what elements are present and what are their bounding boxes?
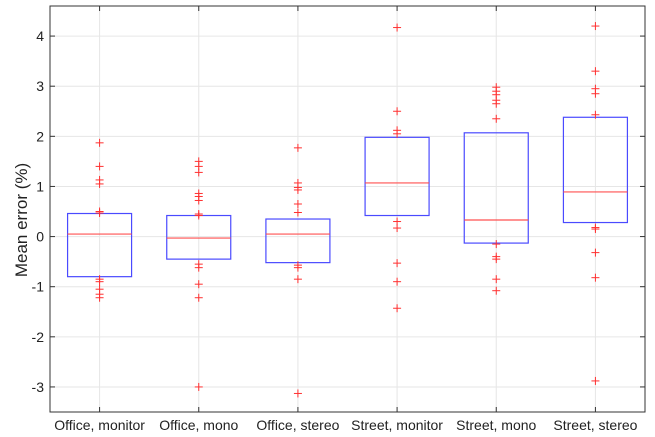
outlier-point	[492, 240, 501, 249]
outlier-point	[95, 209, 104, 218]
outlier-point	[591, 376, 600, 385]
outlier-point	[591, 22, 600, 31]
box-group-2	[166, 157, 232, 391]
y-tick-label: 3	[36, 78, 44, 94]
outlier-point	[95, 162, 104, 171]
x-tick-label: Office, monitor	[54, 417, 145, 432]
y-tick-label: -3	[32, 379, 45, 395]
box-group-1	[66, 138, 133, 302]
outlier-point	[293, 143, 302, 152]
outlier-point	[194, 280, 203, 289]
outlier-point	[293, 275, 302, 284]
box-group-6	[562, 22, 629, 385]
outlier-point	[95, 293, 104, 302]
outlier-point	[293, 208, 302, 217]
y-tick-label: 1	[36, 178, 44, 194]
outlier-point	[293, 263, 302, 272]
outlier-point	[194, 168, 203, 177]
outlier-point	[591, 89, 600, 98]
outlier-point	[393, 259, 402, 268]
y-tick-label: 4	[36, 28, 44, 44]
outlier-point	[492, 99, 501, 108]
x-tick-label: Street, monitor	[351, 417, 443, 432]
grid-layer	[50, 6, 645, 412]
outlier-point	[591, 225, 600, 234]
outlier-point	[591, 110, 600, 119]
outlier-point	[293, 199, 302, 208]
y-tick-label: 2	[36, 128, 44, 144]
box-group-4	[364, 23, 430, 313]
outlier-point	[194, 263, 203, 272]
y-axis-label: Mean error (%)	[12, 163, 31, 277]
y-tick-label: -1	[32, 279, 45, 295]
box-group-3	[265, 143, 331, 398]
y-tick-label: 0	[36, 229, 44, 245]
x-tick-label: Street, stereo	[553, 417, 637, 432]
outlier-point	[293, 185, 302, 194]
outlier-point	[591, 273, 600, 282]
outlier-point	[492, 286, 501, 295]
outlier-point	[492, 255, 501, 264]
plot-area	[50, 6, 645, 412]
outlier-point	[492, 114, 501, 123]
boxes-layer	[66, 22, 629, 398]
outlier-point	[194, 293, 203, 302]
box-group-5	[463, 83, 529, 295]
x-tick-label: Street, mono	[456, 417, 536, 432]
x-tick-label: Office, stereo	[256, 417, 339, 432]
outlier-point	[393, 129, 402, 138]
outlier-point	[492, 275, 501, 284]
outlier-point	[95, 179, 104, 188]
axes-frame	[49, 5, 646, 413]
axes-layer	[49, 5, 646, 413]
outlier-point	[393, 107, 402, 116]
x-tick-label: Office, mono	[159, 417, 238, 432]
outlier-point	[393, 23, 402, 32]
outlier-point	[194, 211, 203, 220]
outlier-point	[393, 224, 402, 233]
outlier-point	[591, 67, 600, 76]
labels-layer: -3 -2 -1 0 1 2 3 4 Office, monitor Office, mono Of…	[32, 28, 638, 433]
outlier-point	[194, 382, 203, 391]
outlier-point	[95, 277, 104, 286]
outlier-point	[293, 389, 302, 398]
outlier-point	[194, 196, 203, 205]
outlier-point	[95, 138, 104, 147]
outlier-point	[591, 248, 600, 257]
outlier-point	[393, 277, 402, 286]
y-tick-label: -2	[32, 329, 45, 345]
outlier-point	[393, 304, 402, 313]
